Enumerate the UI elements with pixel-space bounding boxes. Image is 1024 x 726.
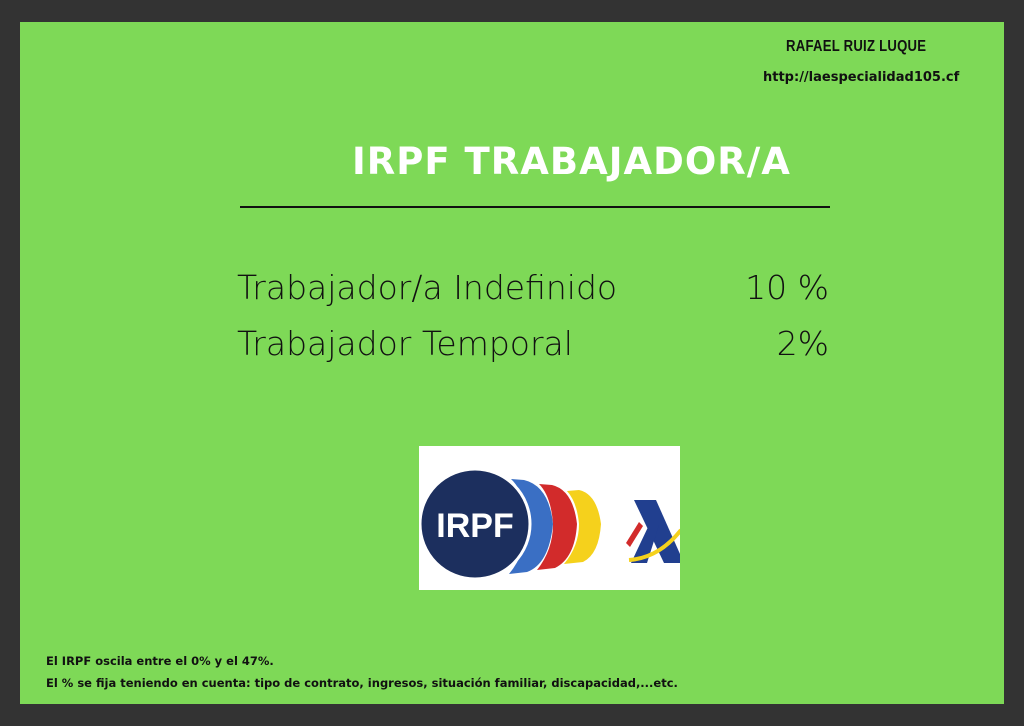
slide	[20, 22, 1004, 704]
rate-row-temporal: Trabajador Temporal 2%	[237, 324, 829, 363]
irpf-logo-icon: IRPF	[418, 467, 684, 581]
author-name: RAFAEL RUIZ LUQUE	[786, 38, 927, 55]
irpf-logo: IRPF	[418, 446, 684, 590]
logo-text: IRPF	[436, 507, 513, 545]
rate-value: 10 %	[745, 268, 829, 307]
footer-note-range: El IRPF oscila entre el 0% y el 47%.	[46, 654, 274, 668]
rate-label: Trabajador Temporal	[237, 324, 573, 363]
rate-value: 2%	[776, 324, 829, 363]
rate-label: Trabajador/a Indefinido	[237, 268, 618, 307]
rate-row-indefinido: Trabajador/a Indefinido 10 %	[237, 268, 829, 307]
page-title: IRPF TRABAJADOR/A	[352, 140, 791, 183]
footer-note-factors: El % se fija teniendo en cuenta: tipo de…	[46, 676, 678, 690]
website-url: http://laespecialidad105.cf	[763, 70, 960, 85]
title-divider	[240, 206, 830, 208]
